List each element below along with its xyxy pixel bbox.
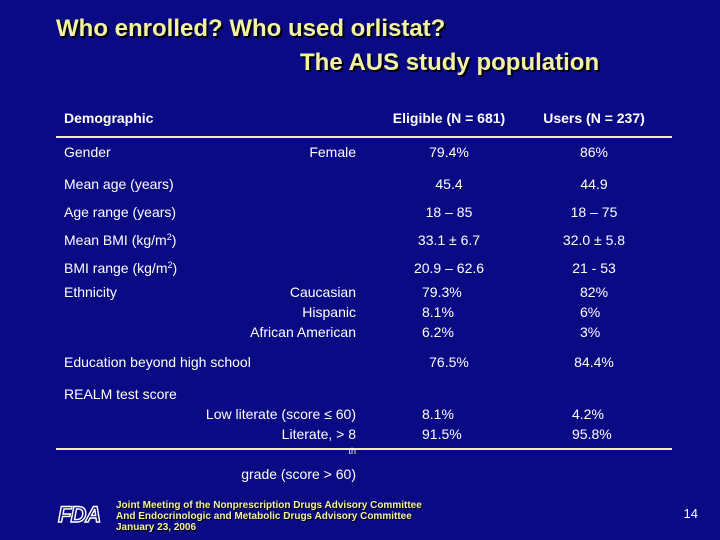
row-realm-users: 4.2% 95.8%: [572, 404, 642, 444]
realm-users-low: 4.2%: [572, 406, 604, 422]
row-mean-age-users: 44.9: [580, 176, 608, 192]
row-ethnicity-sublabels: Caucasian Hispanic African American: [194, 282, 356, 342]
realm-literate-text-b: grade (score > 60): [241, 466, 356, 482]
row-mean-age-eligible: 45.4: [435, 176, 463, 192]
bmi-range-label-text: BMI range (kg/m: [64, 260, 168, 276]
bmi-range-label-sup: 2: [167, 260, 173, 270]
header-demographic: Demographic: [64, 110, 154, 126]
row-age-range-label: Age range (years): [64, 204, 177, 220]
row-realm-sublabels: Low literate (score ≤ 60) Literate, > 8 t…: [84, 404, 356, 484]
ethnicity-caucasian: Caucasian: [289, 284, 356, 300]
row-realm-label: REALM test score: [64, 386, 177, 402]
realm-eligible-low: 8.1%: [422, 406, 454, 422]
ethnicity-african-american: African American: [250, 324, 356, 340]
realm-low-literate: Low literate (score ≤ 60): [205, 406, 356, 422]
realm-literate-text-a: Literate, > 8: [281, 426, 356, 442]
row-mean-bmi-eligible: 33.1 ± 6.7: [417, 232, 481, 248]
realm-literate: Literate, > 8 th grade (score > 60): [84, 424, 356, 484]
ethnicity-eligible-hispanic: 8.1%: [422, 304, 454, 320]
row-realm-eligible: 8.1% 91.5%: [422, 404, 502, 444]
ethnicity-users-caucasian: 82%: [580, 284, 609, 300]
bmi-range-label-end: ): [172, 260, 178, 276]
row-ethnicity-eligible: 79.3% 8.1% 6.2%: [422, 282, 502, 342]
realm-literate-sup: th: [348, 446, 356, 456]
row-gender-users: 86%: [579, 144, 609, 160]
row-bmi-range-users: 21 - 53: [572, 260, 616, 276]
row-education-eligible: 76.5%: [429, 354, 469, 370]
row-gender-sublabel: Female: [309, 144, 356, 160]
header-eligible: Eligible (N = 681): [392, 110, 506, 126]
title-line-1: Who enrolled? Who used orlistat?: [56, 15, 446, 42]
ethnicity-users-hispanic: 6%: [580, 304, 601, 320]
ethnicity-eligible-caucasian: 79.3%: [422, 284, 462, 300]
ethnicity-users-african-american: 3%: [580, 324, 601, 340]
mean-bmi-label-text: Mean BMI (kg/m: [64, 232, 167, 248]
row-mean-bmi-users: 32.0 ± 5.8: [562, 232, 626, 248]
row-age-range-eligible: 18 – 85: [425, 204, 473, 220]
bottom-rule: [56, 448, 672, 450]
row-bmi-range-label: BMI range (kg/m2): [64, 258, 177, 278]
row-mean-age-label: Mean age (years): [64, 176, 174, 192]
header-users: Users (N = 237): [543, 110, 645, 126]
mean-bmi-label-end: ): [171, 232, 177, 248]
row-gender-eligible: 79.4%: [429, 144, 469, 160]
row-education-users: 84.4%: [574, 354, 614, 370]
ethnicity-eligible-african-american: 6.2%: [422, 324, 454, 340]
footer-meeting-text: Joint Meeting of the Nonprescription Dru…: [116, 500, 422, 533]
mean-bmi-label-sup: 2: [166, 232, 172, 242]
ethnicity-hispanic: Hispanic: [302, 304, 356, 320]
row-ethnicity-label: Ethnicity: [64, 284, 117, 300]
footer-line-1: Joint Meeting of the Nonprescription Dru…: [116, 500, 422, 511]
row-gender-label: Gender: [64, 144, 111, 160]
row-education-label: Education beyond high school: [64, 354, 251, 370]
header-rule: [56, 136, 672, 138]
fda-logo: FDA: [57, 501, 102, 527]
row-age-range-users: 18 – 75: [570, 204, 618, 220]
realm-users-literate: 95.8%: [572, 426, 612, 442]
slide-footer: FDA Joint Meeting of the Nonprescription…: [57, 496, 698, 540]
title-line-2: The AUS study population: [300, 49, 600, 76]
footer-line-3: January 23, 2006: [116, 522, 197, 533]
row-bmi-range-eligible: 20.9 – 62.6: [413, 260, 485, 276]
realm-eligible-literate: 91.5%: [422, 426, 462, 442]
page-number: 14: [683, 506, 698, 521]
footer-line-2: And Endocrinologic and Metabolic Drugs A…: [116, 511, 412, 522]
row-mean-bmi-label: Mean BMI (kg/m2): [64, 230, 176, 250]
row-ethnicity-users: 82% 6% 3%: [580, 282, 640, 342]
